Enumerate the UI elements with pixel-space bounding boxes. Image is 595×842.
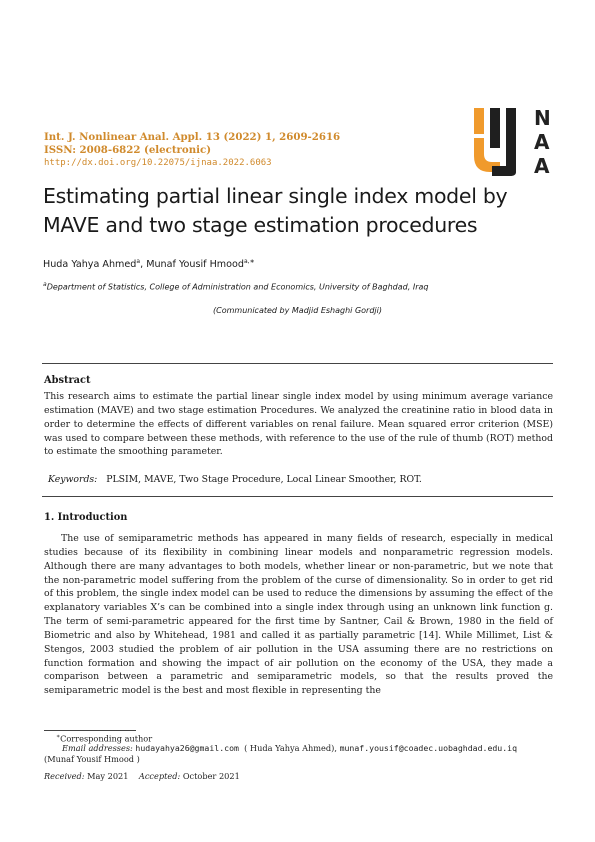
affiliation: aDepartment of Statistics, College of Ad… xyxy=(43,281,428,292)
communicated-by: (Communicated by Madjid Eshaghi Gordji) xyxy=(213,306,382,315)
divider xyxy=(42,363,553,364)
accepted-date: October 2021 xyxy=(182,771,240,781)
author-affil-marker: a,∗ xyxy=(243,258,255,265)
affiliation-text: Department of Statistics, College of Adm… xyxy=(46,282,429,292)
journal-logo-mark xyxy=(474,108,516,176)
email-label: Email addresses: xyxy=(62,743,133,753)
introduction-text: The use of semiparametric methods has ap… xyxy=(44,533,553,697)
submission-dates: Received: May 2021 Accepted: October 202… xyxy=(44,771,240,781)
keywords-text: PLSIM, MAVE, Two Stage Procedure, Local … xyxy=(106,474,422,485)
author-name: Huda Yahya Ahmed xyxy=(43,259,137,271)
corresponding-author-note: ∗Corresponding author xyxy=(56,733,152,744)
journal-logo: N A A xyxy=(470,108,555,176)
footnote-marker: ∗ xyxy=(56,733,61,740)
email-addresses: Email addresses: hudayahya26@gmail.com (… xyxy=(62,742,557,755)
paper-title: Estimating partial linear single index m… xyxy=(43,184,508,237)
divider xyxy=(42,496,553,497)
author-list: Huda Yahya Ahmeda, Munaf Yousif Hmooda,∗ xyxy=(43,258,255,270)
section-heading-introduction: 1. Introduction xyxy=(44,512,128,523)
email-owner: (Munaf Yousif Hmood ) xyxy=(44,754,140,764)
logo-letter-n: N xyxy=(534,106,551,130)
journal-issn: ISSN: 2008-6822 (electronic) xyxy=(44,144,212,156)
author-name: Munaf Yousif Hmood xyxy=(146,259,244,271)
email-link[interactable]: munaf.yousif@coadec.uobaghdad.edu.iq xyxy=(339,743,518,753)
abstract-heading: Abstract xyxy=(44,375,91,386)
journal-doi-link[interactable]: http://dx.doi.org/10.22075/ijnaa.2022.60… xyxy=(44,158,272,168)
accepted-label: Accepted: xyxy=(138,771,181,781)
received-date: May 2021 xyxy=(87,771,129,781)
keywords: Keywords: PLSIM, MAVE, Two Stage Procedu… xyxy=(48,474,422,485)
email-owner: ( Huda Yahya Ahmed), xyxy=(244,743,337,753)
footnote-divider xyxy=(44,730,136,731)
affiliation-marker: a xyxy=(43,281,47,288)
logo-letter-a2: A xyxy=(534,154,550,178)
email-link[interactable]: hudayahya26@gmail.com xyxy=(135,743,239,753)
received-label: Received: xyxy=(44,771,85,781)
keywords-label: Keywords: xyxy=(48,474,98,485)
journal-citation: Int. J. Nonlinear Anal. Appl. 13 (2022) … xyxy=(44,131,341,143)
author-separator: , xyxy=(140,259,147,271)
corresponding-label: Corresponding author xyxy=(60,733,153,744)
abstract-text: This research aims to estimate the parti… xyxy=(44,391,553,458)
author-affil-marker: a xyxy=(136,258,141,265)
logo-letter-a1: A xyxy=(534,130,550,154)
